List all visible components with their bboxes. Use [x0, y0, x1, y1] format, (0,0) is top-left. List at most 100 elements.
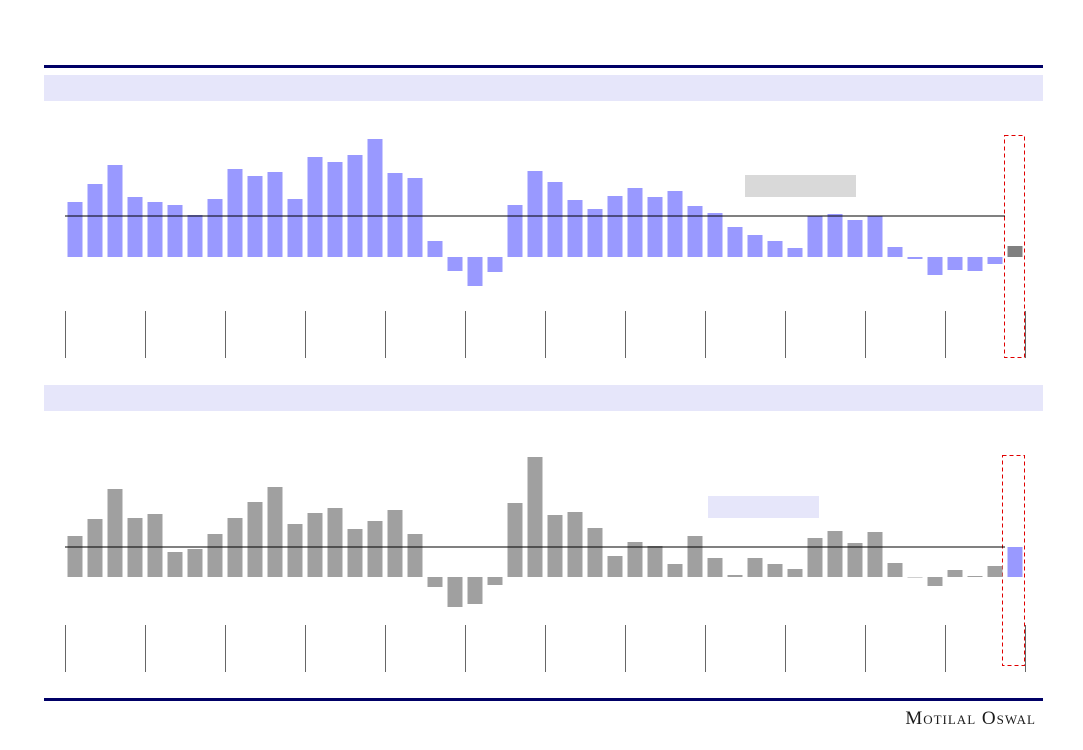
- bar: [707, 213, 723, 257]
- bar: [767, 564, 783, 577]
- brand-name: Motilal Oswal: [905, 708, 1036, 729]
- bar: [327, 162, 343, 257]
- bar: [267, 487, 283, 577]
- bar: [887, 563, 903, 577]
- bar: [387, 510, 403, 577]
- bar: [627, 542, 643, 577]
- bar: [627, 188, 643, 257]
- bar: [827, 214, 843, 257]
- bar: [307, 513, 323, 577]
- bar: [287, 199, 303, 257]
- bar: [587, 528, 603, 577]
- bar: [287, 524, 303, 577]
- bar: [387, 173, 403, 257]
- bar: [67, 536, 83, 577]
- bar: [847, 543, 863, 577]
- bar: [127, 197, 143, 257]
- bar: [567, 512, 583, 577]
- bar: [147, 514, 163, 577]
- bar: [687, 206, 703, 257]
- bar: [727, 575, 743, 577]
- bar: [867, 216, 883, 257]
- bar: [1007, 547, 1023, 577]
- highlight-box: [1002, 455, 1025, 666]
- bar: [807, 216, 823, 257]
- bar: [567, 200, 583, 257]
- bar: [727, 227, 743, 257]
- bar: [447, 257, 463, 271]
- bar: [307, 157, 323, 257]
- bar: [507, 503, 523, 577]
- bar: [267, 172, 283, 257]
- bar: [227, 169, 243, 257]
- bar: [167, 552, 183, 577]
- bar: [707, 558, 723, 577]
- bar: [667, 191, 683, 257]
- bar: [607, 196, 623, 257]
- bar: [427, 241, 443, 257]
- bar: [787, 248, 803, 257]
- bar: [507, 205, 523, 257]
- bar: [807, 538, 823, 577]
- bar: [347, 155, 363, 257]
- bar: [447, 577, 463, 607]
- bar: [427, 577, 443, 587]
- bar: [87, 519, 103, 577]
- bar: [587, 209, 603, 257]
- bar: [987, 257, 1003, 264]
- bar: [107, 489, 123, 577]
- bar: [647, 546, 663, 577]
- bar: [67, 202, 83, 257]
- bar: [687, 536, 703, 577]
- section-band: [44, 75, 1043, 101]
- bar: [867, 532, 883, 577]
- legend-box: [745, 175, 856, 197]
- bar: [547, 515, 563, 577]
- bar: [347, 529, 363, 577]
- bar: [167, 205, 183, 257]
- bar: [527, 457, 543, 577]
- bar: [1007, 246, 1023, 257]
- bar: [467, 257, 483, 286]
- bar: [467, 577, 483, 604]
- bar: [647, 197, 663, 257]
- bar: [367, 139, 383, 257]
- bar: [527, 171, 543, 257]
- bar: [847, 220, 863, 257]
- bar: [747, 558, 763, 577]
- bar: [947, 257, 963, 270]
- section-band: [44, 385, 1043, 411]
- bar: [927, 577, 943, 586]
- bar: [107, 165, 123, 257]
- bar: [607, 556, 623, 577]
- bar: [547, 182, 563, 257]
- bar: [147, 202, 163, 257]
- bar: [907, 257, 923, 259]
- bar: [887, 247, 903, 257]
- bar: [247, 502, 263, 577]
- bar: [827, 531, 843, 577]
- bar: [987, 566, 1003, 577]
- bar: [747, 235, 763, 257]
- bar: [907, 577, 923, 578]
- bar: [487, 577, 503, 585]
- bar: [787, 569, 803, 577]
- bar: [927, 257, 943, 275]
- bar: [187, 215, 203, 257]
- bar: [407, 178, 423, 257]
- bar: [967, 576, 983, 577]
- bar: [967, 257, 983, 271]
- bar: [947, 570, 963, 577]
- bar: [87, 184, 103, 257]
- highlight-box: [1004, 135, 1025, 358]
- bar: [207, 199, 223, 257]
- bar: [767, 241, 783, 257]
- bar: [407, 534, 423, 577]
- bar: [667, 564, 683, 577]
- bar: [207, 534, 223, 577]
- bar: [327, 508, 343, 577]
- bar: [187, 549, 203, 577]
- bar: [367, 521, 383, 577]
